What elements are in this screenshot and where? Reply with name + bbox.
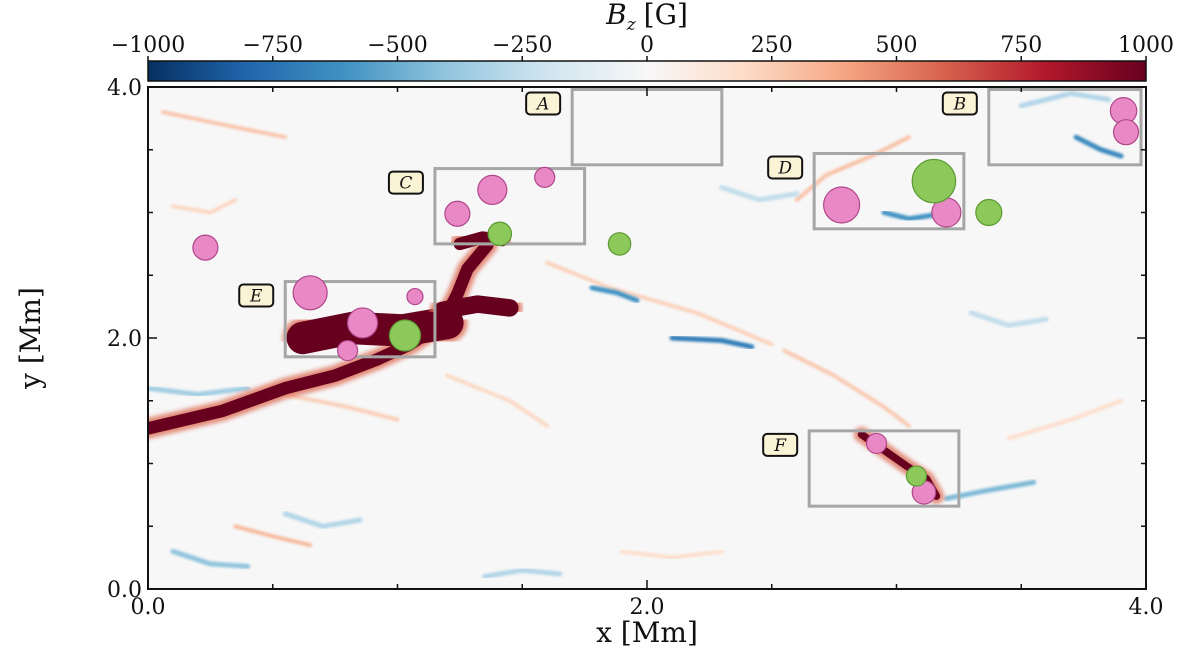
negative-filament: [669, 335, 755, 350]
region-box: [283, 280, 437, 359]
positive-filament: [170, 197, 238, 215]
positive-filament: [620, 549, 724, 560]
colorbar-tick-label: −750: [243, 33, 303, 58]
colorbar-label-unit: [G]: [644, 0, 688, 31]
x-tick-label: 4.0: [1129, 595, 1164, 620]
negative-filament: [482, 567, 563, 579]
pink-marker: [346, 307, 379, 339]
green-marker: [975, 198, 1003, 227]
green-marker: [905, 465, 928, 487]
green-marker: [607, 232, 632, 256]
colorbar-gradient: [147, 60, 1147, 82]
colorbar-ticks: −1000 −750 −500 −250 0 250 500 750 1000: [111, 33, 1174, 61]
pink-marker: [444, 200, 471, 227]
region-label: F: [773, 436, 787, 456]
green-marker: [911, 158, 957, 204]
pink-marker: [534, 166, 556, 188]
colorbar-tick-label: −250: [492, 33, 552, 58]
region-label-badge: [525, 91, 562, 116]
flux-concentration: [148, 238, 494, 435]
colorbar-tick-label: −1000: [111, 33, 185, 58]
region-box: [433, 167, 587, 246]
region-label-badge: [941, 91, 978, 116]
region-label: B: [953, 95, 967, 115]
y-tick-label: 0.0: [107, 578, 142, 603]
colorbar-tick-label: 250: [751, 33, 793, 58]
negative-filament: [719, 184, 800, 203]
region-label-badge: [762, 432, 799, 457]
pink-marker: [823, 186, 861, 224]
x-tick-label: 0.0: [131, 595, 166, 620]
green-marker: [388, 319, 422, 352]
colorbar-tick-label: 750: [1000, 33, 1042, 58]
positive-filament: [445, 373, 550, 428]
pink-marker: [406, 287, 424, 306]
positive-filament: [794, 135, 911, 202]
y-tick-label: 4.0: [107, 76, 142, 101]
region-box: [807, 429, 961, 508]
region-label-badge: [387, 170, 424, 195]
markers: [192, 97, 1140, 505]
colorbar-label-sub: z: [626, 15, 637, 35]
colorbar-tick-label: 500: [876, 33, 918, 58]
negative-filament: [282, 511, 363, 529]
flux-concentration: [433, 295, 519, 320]
positive-filament: [283, 392, 400, 422]
positive-filament: [233, 524, 313, 548]
region-label: D: [777, 159, 792, 179]
pink-marker: [292, 275, 328, 311]
region-box: [812, 152, 966, 231]
pink-marker: [337, 339, 359, 362]
negative-filament: [589, 285, 640, 303]
x-tick-label: 2.0: [630, 595, 665, 620]
negative-filament: [968, 310, 1049, 328]
colorbar-tick-label: −500: [367, 33, 427, 58]
negative-filament: [1073, 134, 1124, 159]
negative-filament: [881, 210, 937, 222]
positive-filament: [161, 110, 288, 140]
region-label-badge: [767, 155, 804, 180]
colorbar-tick-label: 1000: [1118, 33, 1174, 58]
negative-filament: [148, 385, 251, 397]
region-label-badge: [238, 283, 275, 308]
colorbar-tick-label: 0: [640, 33, 654, 58]
axis-ticks: 0.0 2.0 4.0 0.0 2.0 4.0: [107, 76, 1164, 620]
positive-filament: [545, 260, 774, 347]
region-box: [987, 88, 1143, 167]
flux-concentration: [286, 306, 464, 355]
pink-marker: [1112, 119, 1140, 146]
y-axis-label: y [Mm]: [14, 287, 47, 390]
region-label: A: [535, 95, 549, 115]
pink-marker: [192, 234, 219, 261]
plot-area: A B C D E F 0.0 2.0 4.0 0.0 2.0 4.0: [107, 76, 1164, 620]
x-axis-label: x [Mm]: [596, 616, 698, 649]
negative-filament: [1018, 90, 1112, 109]
colorbar-label-main: B: [605, 0, 627, 31]
region-label: E: [249, 287, 263, 307]
colorbar: Bz [G] −1000 −750 −500 −250 0 250 500 750 1000: [111, 0, 1174, 82]
positive-filament: [782, 348, 911, 428]
colorbar-label: Bz [G]: [605, 0, 688, 35]
y-tick-label: 2.0: [107, 327, 142, 352]
positive-filament: [1006, 398, 1123, 441]
pink-marker: [477, 174, 508, 206]
green-marker: [487, 221, 513, 247]
region-label: C: [399, 174, 412, 194]
negative-filament: [170, 548, 251, 569]
pink-marker: [865, 432, 888, 455]
